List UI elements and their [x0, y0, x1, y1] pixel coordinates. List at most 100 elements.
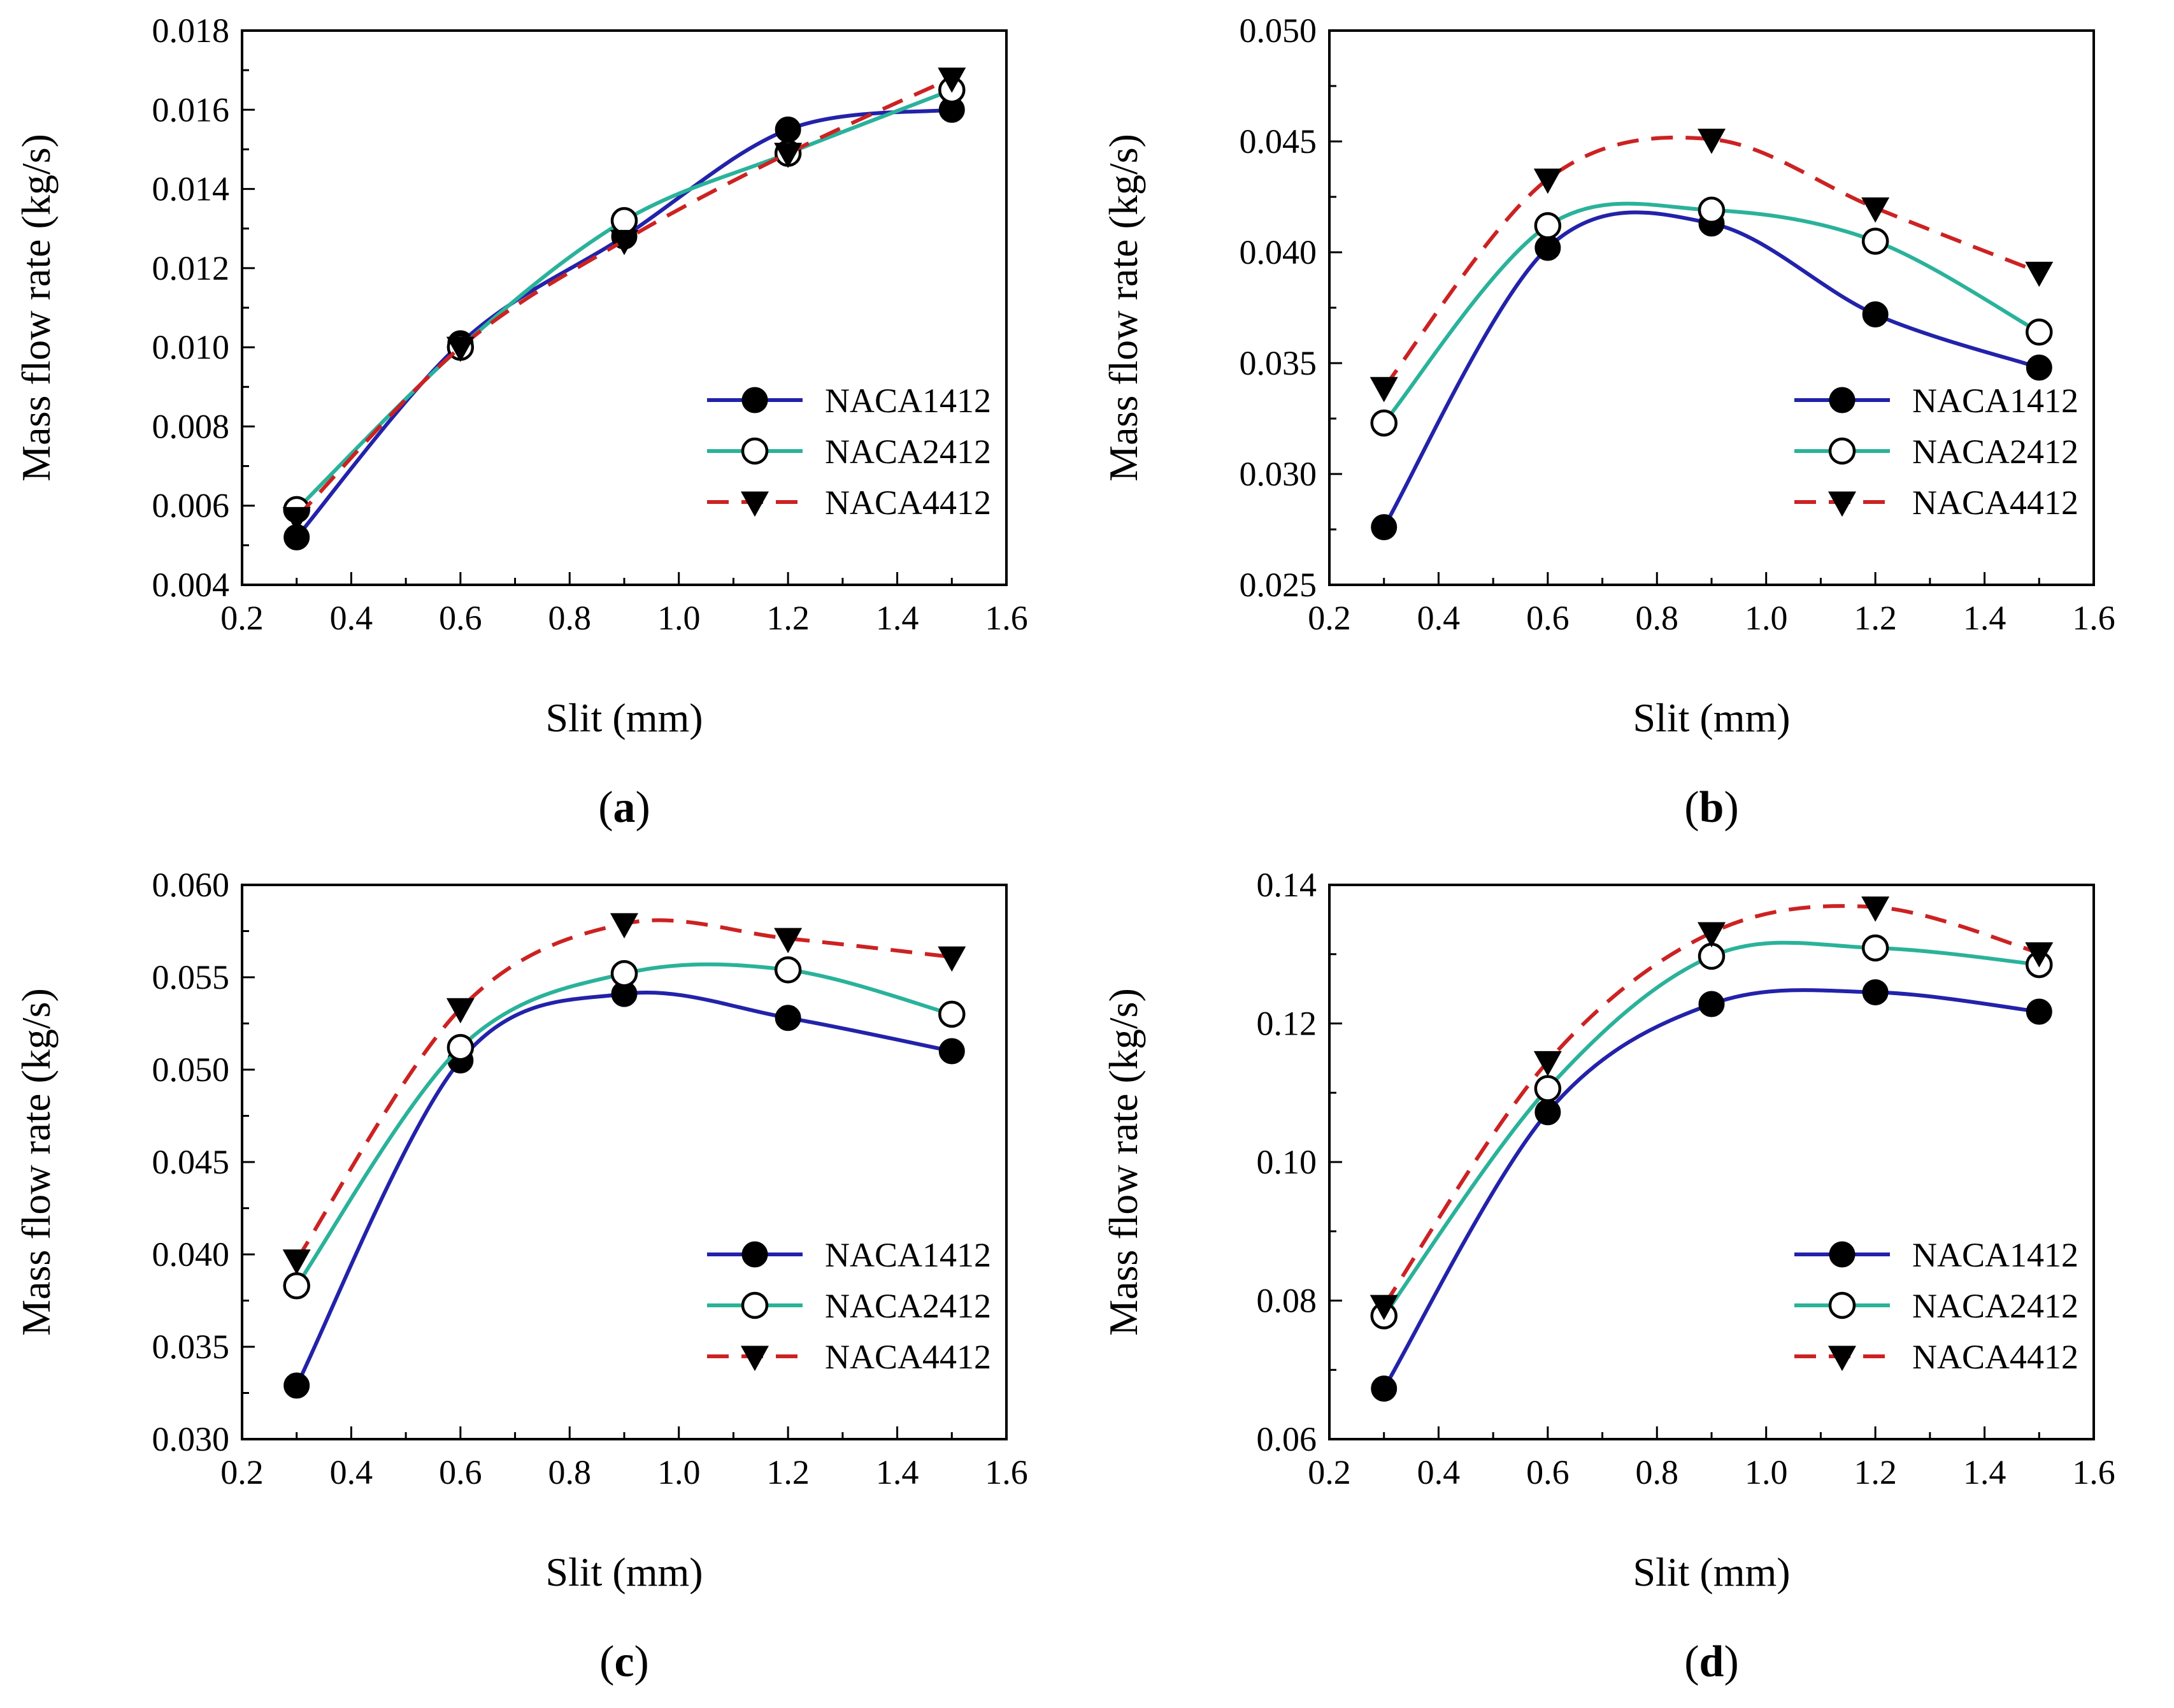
y-tick-label: 0.004 — [152, 566, 230, 604]
y-tick-label: 0.045 — [1240, 122, 1317, 161]
legend-marker — [741, 1346, 769, 1372]
series-line — [1382, 988, 2040, 1390]
data-point — [446, 336, 475, 362]
data-point — [447, 1033, 475, 1061]
x-tick-label: 1.2 — [766, 599, 810, 637]
data-point — [1861, 227, 1889, 255]
data-point — [610, 207, 638, 234]
y-axis-label: Mass flow rate (kg/s) — [13, 134, 59, 482]
data-point — [1862, 979, 1889, 1006]
data-point — [1371, 1375, 1398, 1402]
data-point — [1698, 942, 1726, 970]
data-point — [1534, 212, 1562, 240]
x-tick-label: 0.6 — [1526, 1453, 1570, 1491]
data-point — [283, 1372, 310, 1399]
chart-svg-c: 0.2 0.4 0.6 0.8 1.0 1.2 1.4 1.6 0.030 0.035 0.040 0… — [13, 866, 1028, 1686]
panel-caption: (c) — [599, 1637, 649, 1686]
legend-label: NACA2412 — [1912, 1287, 2078, 1325]
y-tick-label: 0.040 — [1240, 233, 1317, 271]
data-point — [282, 506, 311, 533]
legend-marker — [1828, 491, 1856, 517]
data-point — [774, 143, 803, 168]
y-tick-label: 0.016 — [152, 90, 230, 129]
y-tick-label: 0.035 — [1240, 344, 1317, 382]
x-axis-label: Slit (mm) — [545, 1549, 703, 1595]
data-point — [1369, 377, 1398, 403]
data-point — [1698, 922, 1726, 948]
series-NACA1412 — [283, 96, 965, 550]
y-tick-label: 0.060 — [152, 866, 230, 904]
data-point — [283, 1272, 310, 1300]
chart-panel-a: 0.2 0.4 0.6 0.8 1.0 1.2 1.4 1.6 0.004 0.006 0.008 0… — [0, 0, 1087, 854]
series-NACA1412 — [1371, 979, 2052, 1402]
data-point — [1698, 129, 1726, 154]
y-tick-label: 0.030 — [1240, 455, 1317, 493]
x-tick-label: 0.4 — [330, 1453, 373, 1491]
y-tick-label: 0.08 — [1257, 1282, 1317, 1320]
panel-caption-letter: c — [614, 1637, 634, 1686]
legend-label: NACA2412 — [1912, 433, 2078, 471]
x-tick-label: 1.6 — [2072, 599, 2115, 637]
data-point — [1534, 234, 1561, 261]
data-point — [938, 68, 966, 93]
x-tick-label: 0.2 — [220, 1453, 264, 1491]
x-axis-label: Slit (mm) — [1633, 695, 1790, 740]
legend-marker — [741, 1291, 769, 1319]
x-tick-label: 1.2 — [1854, 599, 1897, 637]
x-tick-label: 1.0 — [1745, 1453, 1788, 1491]
legend-label: NACA1412 — [825, 382, 991, 420]
panel-caption: (a) — [598, 783, 650, 832]
x-tick-label: 0.8 — [548, 1453, 592, 1491]
y-tick-label: 0.008 — [152, 407, 230, 445]
y-tick-label: 0.040 — [152, 1235, 230, 1274]
x-tick-label: 1.2 — [766, 1453, 810, 1491]
y-tick-label: 0.06 — [1257, 1420, 1317, 1458]
panel-caption: (b) — [1684, 783, 1739, 832]
data-point — [1534, 1075, 1562, 1102]
data-point — [610, 229, 638, 255]
legend-marker — [1829, 387, 1856, 413]
legend-label: NACA1412 — [1912, 382, 2078, 420]
data-point — [2026, 354, 2052, 381]
panel-caption-letter: b — [1699, 783, 1724, 832]
data-point — [1534, 1099, 1561, 1126]
data-point — [1370, 409, 1398, 437]
x-tick-label: 0.8 — [1636, 1453, 1679, 1491]
panel-caption-letter: d — [1699, 1637, 1724, 1686]
series-NACA4412 — [282, 913, 966, 1275]
x-tick-label: 0.8 — [548, 599, 592, 637]
legend-label: NACA4412 — [1912, 484, 2078, 522]
data-point — [774, 928, 803, 954]
chart-svg-b: 0.2 0.4 0.6 0.8 1.0 1.2 1.4 1.6 0.025 0.030 0.035 0… — [1101, 11, 2115, 832]
legend-marker — [741, 491, 769, 517]
legend-entry: NACA1412 — [707, 1236, 991, 1274]
legend-entry: NACA4412 — [707, 484, 991, 522]
y-axis-label: Mass flow rate (kg/s) — [13, 988, 59, 1336]
data-point — [775, 1005, 801, 1031]
data-point — [1698, 196, 1726, 224]
data-point — [938, 1000, 966, 1028]
y-tick-label: 0.010 — [152, 328, 230, 366]
legend-marker — [741, 437, 769, 465]
series-line — [1382, 940, 2040, 1317]
x-tick-label: 1.4 — [876, 599, 919, 637]
legend-entry: NACA2412 — [707, 433, 991, 471]
x-axis-label: Slit (mm) — [545, 695, 703, 740]
series-line — [295, 918, 952, 1261]
series-line — [295, 962, 953, 1287]
legend-marker — [741, 1241, 768, 1268]
data-point — [2026, 319, 2053, 346]
chart-panel-b: 0.2 0.4 0.6 0.8 1.0 1.2 1.4 1.6 0.025 0.030 0.035 0… — [1087, 0, 2174, 854]
data-point — [610, 959, 638, 987]
y-tick-label: 0.055 — [152, 958, 230, 996]
x-tick-label: 1.6 — [985, 599, 1028, 637]
data-point — [282, 1249, 311, 1275]
data-point — [1861, 197, 1890, 223]
y-axis-label: Mass flow rate (kg/s) — [1101, 988, 1146, 1336]
data-point — [2025, 261, 2054, 287]
legend-label: NACA4412 — [825, 484, 991, 522]
x-tick-label: 1.0 — [1745, 599, 1788, 637]
legend-entry: NACA1412 — [1794, 382, 2078, 420]
legend-marker — [741, 387, 768, 413]
x-tick-label: 0.2 — [220, 599, 264, 637]
